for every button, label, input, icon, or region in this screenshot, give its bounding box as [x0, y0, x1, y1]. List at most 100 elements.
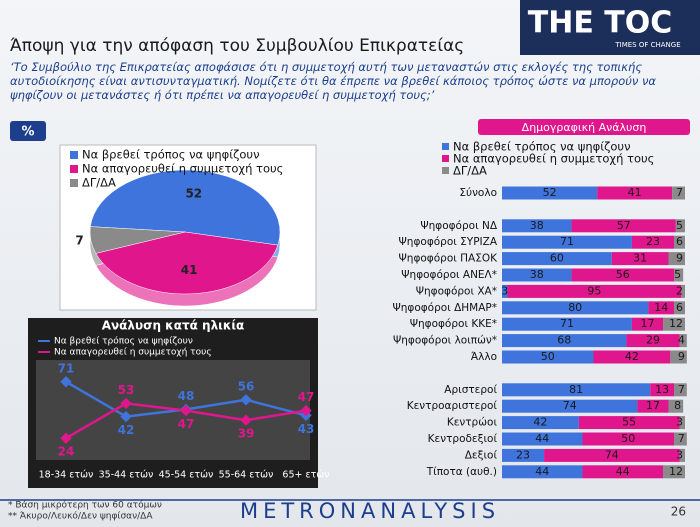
point	[240, 414, 252, 426]
value-label: 42	[625, 350, 639, 363]
logo: THE TOC	[528, 6, 673, 41]
bar-segment	[679, 416, 685, 430]
value-label: 14	[654, 301, 668, 314]
category-label: Αριστεροί	[444, 384, 497, 396]
value-label: 42	[118, 423, 135, 437]
brand: METRONANALYSIS	[240, 499, 500, 523]
category-label: Δεξιοί	[465, 449, 498, 461]
bar-segment	[544, 448, 680, 462]
value-label: 23	[516, 448, 530, 461]
value-label: 3	[501, 284, 508, 297]
legend-label: Να απαγορευθεί η συμμετοχή τους	[453, 152, 654, 166]
value-label: 71	[560, 235, 574, 248]
legend-swatch	[70, 165, 78, 173]
pie-label: 41	[181, 263, 198, 277]
bar-segment	[502, 334, 627, 348]
value-label: 24	[58, 445, 75, 459]
category-label: Ψηφοφόροι ΚΚΕ*	[410, 318, 497, 330]
value-label: 47	[298, 390, 315, 404]
value-label: 3	[676, 416, 683, 429]
legend-swatch	[70, 179, 78, 187]
bar-segment	[502, 284, 508, 298]
bar-segment	[663, 317, 685, 331]
legend-swatch	[442, 155, 449, 162]
value-label: 50	[621, 432, 635, 445]
bar-segment	[637, 399, 669, 413]
bar-segment	[650, 383, 675, 397]
value-label: 80	[568, 301, 582, 314]
point	[240, 394, 252, 406]
bar-segment	[674, 268, 684, 282]
bar-segment	[578, 416, 680, 430]
bar-segment	[670, 350, 687, 364]
value-label: 23	[646, 235, 660, 248]
category-label: Ψηφοφόροι ΣΥΡΙΖΑ	[399, 236, 498, 248]
legend-swatch	[442, 143, 449, 150]
x-tick-label: 18-34 ετών	[39, 470, 94, 481]
bar-segment	[674, 383, 687, 397]
bar-segment	[582, 432, 675, 446]
bar-segment	[507, 284, 682, 298]
category-label: Ψηφοφόροι ΝΔ	[420, 220, 497, 232]
section: Δημογραφική Ανάλυση	[522, 121, 647, 134]
x-tick-label: 65+ ετών	[282, 470, 329, 481]
bar-segment	[611, 252, 669, 266]
value-label: 74	[605, 448, 619, 461]
value-label: 81	[569, 383, 583, 396]
x-tick-label: 55-64 ετών	[219, 470, 274, 481]
legend-label: ΔΓ/ΔΑ	[453, 164, 487, 178]
legend-label: Να απαγορευθεί η συμμετοχή τους	[54, 348, 212, 358]
pie-label: 52	[185, 186, 202, 200]
value-label: 57	[617, 219, 631, 232]
title: Άποψη για την απόφαση του Συμβουλίου Επι…	[10, 36, 465, 56]
page-number: 26	[671, 505, 686, 519]
value-label: 95	[587, 284, 601, 297]
value-label: 38	[530, 219, 544, 232]
bar-segment	[679, 334, 687, 348]
value-label: 43	[298, 422, 315, 436]
subtitle: ‘Το Συμβούλιο της Επικρατείας αποφάσισε …	[10, 60, 656, 102]
bar-segment	[674, 301, 685, 315]
value-label: 56	[616, 268, 630, 281]
value-label: 41	[628, 186, 642, 199]
logo-box	[520, 0, 700, 55]
value-label: 47	[178, 417, 195, 431]
bar-segment	[571, 268, 675, 282]
note: ** Άκυρο/Λευκό/Δεν ψηφίσαν/ΔΑ	[8, 511, 153, 522]
category-label: Τίποτα (αυθ.)	[426, 466, 497, 478]
value-label: 7	[676, 186, 683, 199]
bar-segment	[679, 448, 685, 462]
category-label: Ψηφοφόροι ΧΑ*	[416, 285, 497, 297]
bar-segment	[502, 252, 612, 266]
value-label: 52	[543, 186, 557, 199]
value-label: 39	[238, 427, 255, 441]
value-label: 3	[676, 448, 683, 461]
value-label: 12	[669, 317, 683, 330]
value-label: 17	[646, 399, 660, 412]
badge-box	[10, 121, 46, 141]
legend-label: ΔΓ/ΔΑ	[82, 176, 116, 190]
bar-segment	[502, 432, 583, 446]
value-label: 29	[646, 334, 660, 347]
category-label: Κεντροαριστεροί	[407, 400, 498, 412]
logo-sub: TIMES OF CHANGE	[614, 41, 680, 49]
category-label: Ψηφοφόροι ΠΑΣΟΚ	[399, 253, 499, 265]
bar-segment	[502, 268, 572, 282]
value-label: 60	[550, 252, 564, 265]
legend-label: Να απαγορευθεί η συμμετοχή τους	[82, 162, 283, 176]
category-label: Κεντρώοι	[447, 417, 498, 429]
bar-segment	[502, 465, 583, 479]
pie-slice	[89, 226, 186, 254]
value-label: 7	[678, 383, 685, 396]
bar-segment	[502, 186, 598, 200]
category-label: Άλλο	[471, 351, 497, 363]
bar-segment	[502, 448, 545, 462]
value-label: 44	[616, 465, 630, 478]
value-label: 44	[535, 432, 549, 445]
bar-segment	[668, 252, 685, 266]
value-label: 53	[118, 383, 135, 397]
bar-segment	[571, 219, 676, 233]
bar-segment	[597, 186, 673, 200]
line-title: Ανάλυση κατά ηλικία	[102, 319, 245, 333]
